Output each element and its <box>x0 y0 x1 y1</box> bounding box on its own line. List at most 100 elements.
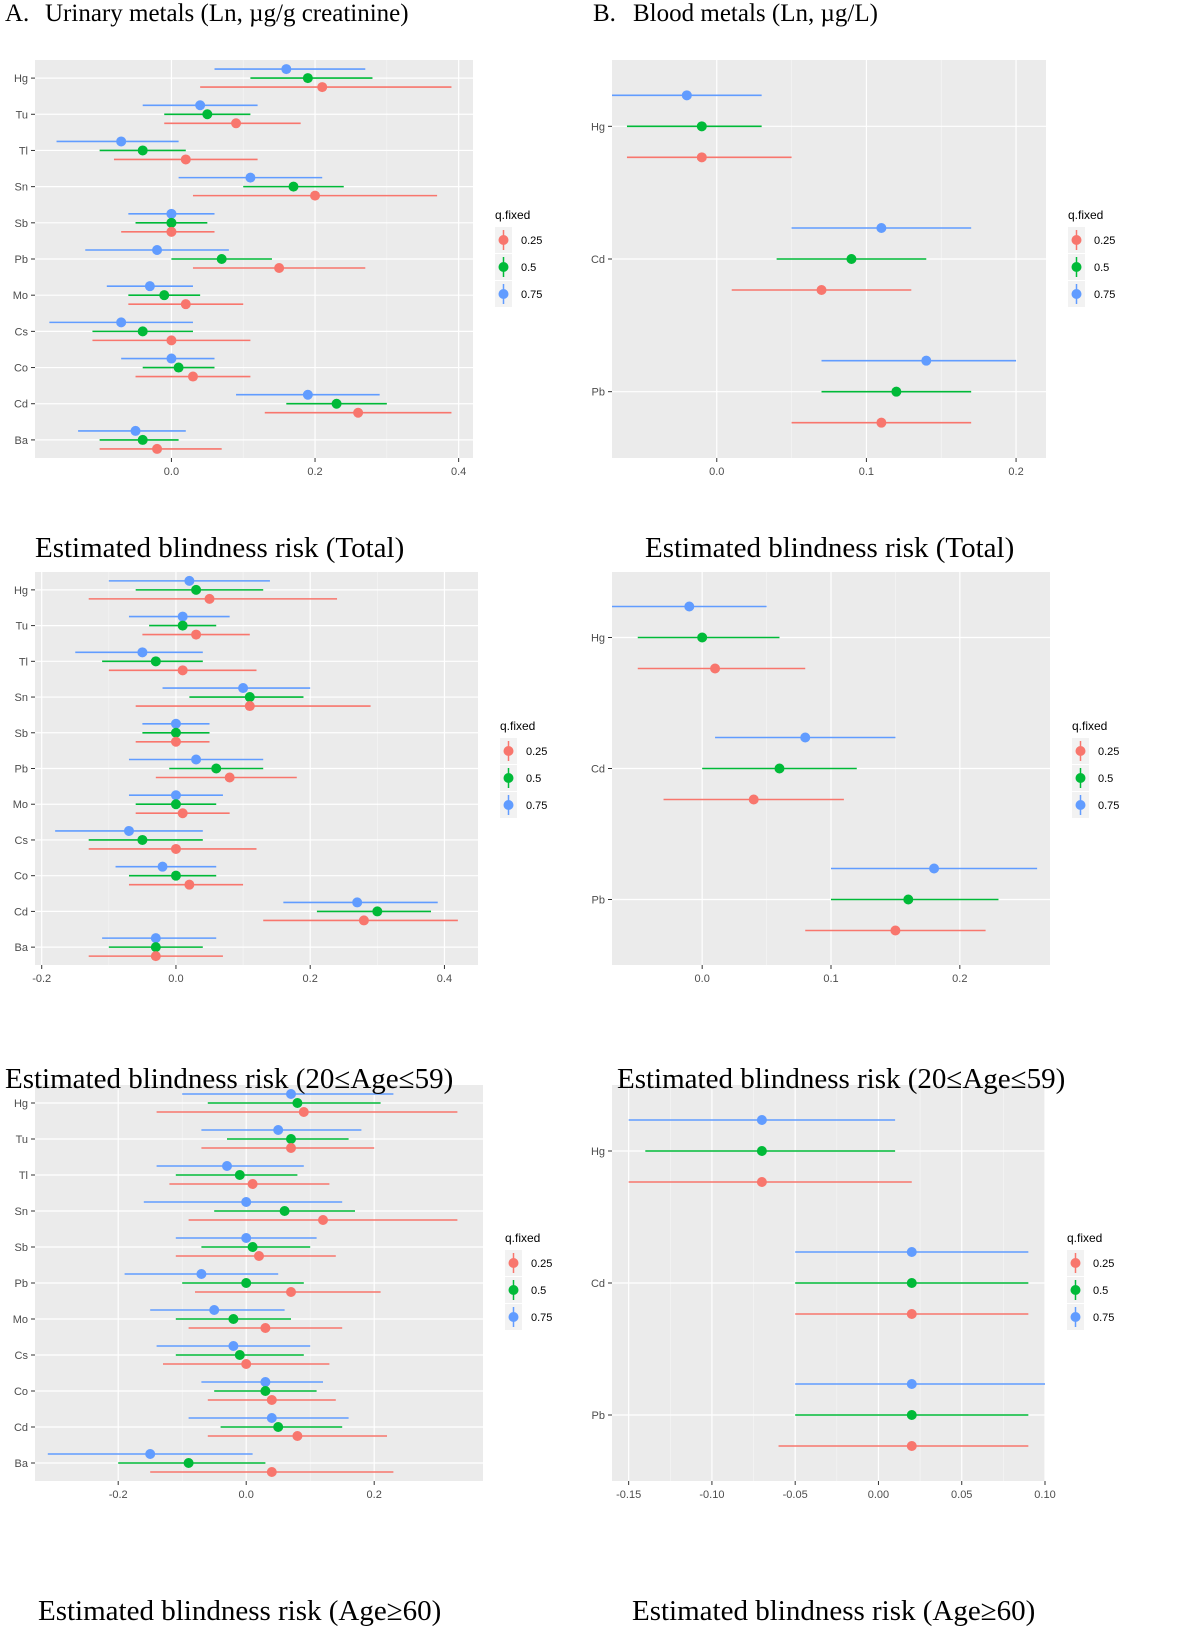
legend-key-dot-q0.5 <box>1070 1285 1081 1295</box>
x-tick-label: 0.4 <box>451 466 466 478</box>
point-cd-q0.75 <box>352 897 363 908</box>
point-tu-q0.25 <box>286 1143 296 1153</box>
category-label-sb: Sb <box>15 218 28 230</box>
point-hg-q0.75 <box>756 1115 767 1125</box>
point-co-q0.5 <box>260 1386 271 1396</box>
category-label-cd: Cd <box>591 1278 605 1290</box>
legend-key-dot-q0.75 <box>508 1312 519 1322</box>
point-co-q0.25 <box>266 1395 277 1405</box>
category-label-sn: Sn <box>15 1206 28 1218</box>
point-hg-q0.5 <box>756 1146 767 1156</box>
category-label-hg: Hg <box>591 121 605 133</box>
legend-label-q0.25: 0.25 <box>526 746 547 758</box>
point-tu-q0.25 <box>231 118 242 129</box>
point-pb-q0.25 <box>906 1441 917 1451</box>
point-sb-q0.5 <box>166 217 177 228</box>
x-tick-label: -0.05 <box>783 1489 808 1501</box>
point-pb-q0.5 <box>241 1278 252 1288</box>
legend-key-dot-q0.25 <box>508 1258 519 1268</box>
point-pb-q0.75 <box>152 245 163 255</box>
x-tick-label: -0.2 <box>32 973 51 985</box>
point-cd-q0.5 <box>372 906 383 917</box>
category-label-tl: Tl <box>19 1170 28 1182</box>
legend-label-q0.25: 0.25 <box>531 1258 552 1270</box>
legend-label-q0.75: 0.75 <box>526 800 547 812</box>
point-hg-q0.25 <box>756 1177 767 1187</box>
point-cd-q0.25 <box>292 1431 303 1441</box>
point-tl-q0.25 <box>180 154 191 165</box>
point-pb-q0.25 <box>286 1287 296 1297</box>
category-label-cd: Cd <box>14 1422 28 1434</box>
x-tick-label: 0.2 <box>307 466 322 478</box>
category-label-tu: Tu <box>16 109 28 121</box>
plot-blood_old: -0.15 -0.10 -0.05 0.00 0.05 0.10 Hg Cd Pb q.fixed… <box>591 1085 1114 1501</box>
legend-key-dot-q0.25 <box>1070 1258 1081 1268</box>
legend-title: q.fixed <box>1067 1231 1102 1245</box>
legend-key-dot-q0.75 <box>498 289 509 299</box>
point-mo-q0.25 <box>180 299 191 310</box>
x-tick-label: 0.2 <box>952 973 967 985</box>
x-tick-label: -0.10 <box>699 1489 724 1501</box>
column-text-b: Blood metals (Ln, µg/L) <box>633 0 878 27</box>
category-label-pb: Pb <box>15 764 28 776</box>
point-mo-q0.25 <box>177 808 188 819</box>
category-label-cd: Cd <box>14 906 28 918</box>
x-tick-label: 0.1 <box>859 466 874 478</box>
point-co-q0.75 <box>260 1377 271 1387</box>
legend-key-dot-q0.5 <box>498 262 509 272</box>
caption-blood-mid: Estimated blindness risk (20≤Age≤59) <box>617 1063 1066 1095</box>
legend-key-dot-q0.25 <box>498 235 509 245</box>
point-pb-q0.25 <box>224 772 235 783</box>
legend: q.fixed 0.25 0.5 0.75 <box>495 208 542 307</box>
point-cd-q0.25 <box>358 915 369 926</box>
point-hg-q0.75 <box>681 90 692 101</box>
point-mo-q0.75 <box>144 281 155 292</box>
point-pb-q0.75 <box>191 754 202 765</box>
point-sb-q0.25 <box>254 1251 264 1261</box>
point-sn-q0.25 <box>244 701 255 712</box>
point-cd-q0.75 <box>266 1413 277 1423</box>
category-label-pb: Pb <box>15 1278 28 1290</box>
point-pb-q0.75 <box>921 355 932 366</box>
plot-urine_mid: -0.2 0.0 0.2 0.4 Hg Tu Tl Sn Sb Pb Mo Cs Co Cd Ba q.fix… <box>13 572 547 985</box>
point-hg-q0.25 <box>710 663 721 674</box>
x-tick-label: 0.2 <box>367 1489 382 1501</box>
point-tu-q0.75 <box>195 100 206 111</box>
point-hg-q0.5 <box>696 121 707 132</box>
category-label-pb: Pb <box>592 895 605 907</box>
point-ba-q0.75 <box>150 933 161 944</box>
point-tu-q0.5 <box>202 109 213 120</box>
point-sn-q0.75 <box>241 1197 252 1207</box>
x-tick-label: 0.0 <box>239 1489 254 1501</box>
x-tick-label: 0.0 <box>709 466 724 478</box>
caption-blood-total: Estimated blindness risk (Total) <box>645 532 1015 564</box>
point-mo-q0.75 <box>209 1305 220 1315</box>
point-sn-q0.5 <box>279 1206 290 1216</box>
point-tl-q0.5 <box>150 656 161 667</box>
legend-key-dot-q0.25 <box>1075 746 1086 756</box>
column-label-a: A. <box>5 0 30 27</box>
legend-key-dot-q0.5 <box>1075 773 1086 783</box>
point-sb-q0.5 <box>170 727 181 738</box>
legend-label-q0.5: 0.5 <box>1094 262 1109 274</box>
x-tick-label: 0.10 <box>1034 1489 1055 1501</box>
point-tu-q0.75 <box>177 611 188 622</box>
point-co-q0.75 <box>157 861 168 872</box>
point-co-q0.25 <box>187 371 198 382</box>
point-sn-q0.5 <box>244 692 255 703</box>
legend-title: q.fixed <box>1072 719 1107 733</box>
legend-label-q0.25: 0.25 <box>1098 746 1119 758</box>
legend-label-q0.75: 0.75 <box>1098 800 1119 812</box>
category-label-sb: Sb <box>15 728 28 740</box>
x-tick-label: 0.0 <box>695 973 710 985</box>
category-label-cd: Cd <box>591 764 605 776</box>
legend-label-q0.75: 0.75 <box>1094 289 1115 301</box>
legend-label-q0.75: 0.75 <box>521 289 542 301</box>
point-ba-q0.5 <box>137 434 148 445</box>
legend-label-q0.75: 0.75 <box>1093 1312 1114 1324</box>
category-label-tu: Tu <box>16 1134 28 1146</box>
point-hg-q0.75 <box>286 1089 296 1099</box>
point-cd-q0.5 <box>906 1278 917 1288</box>
category-label-cs: Cs <box>15 1350 29 1362</box>
point-pb-q0.75 <box>906 1379 917 1389</box>
